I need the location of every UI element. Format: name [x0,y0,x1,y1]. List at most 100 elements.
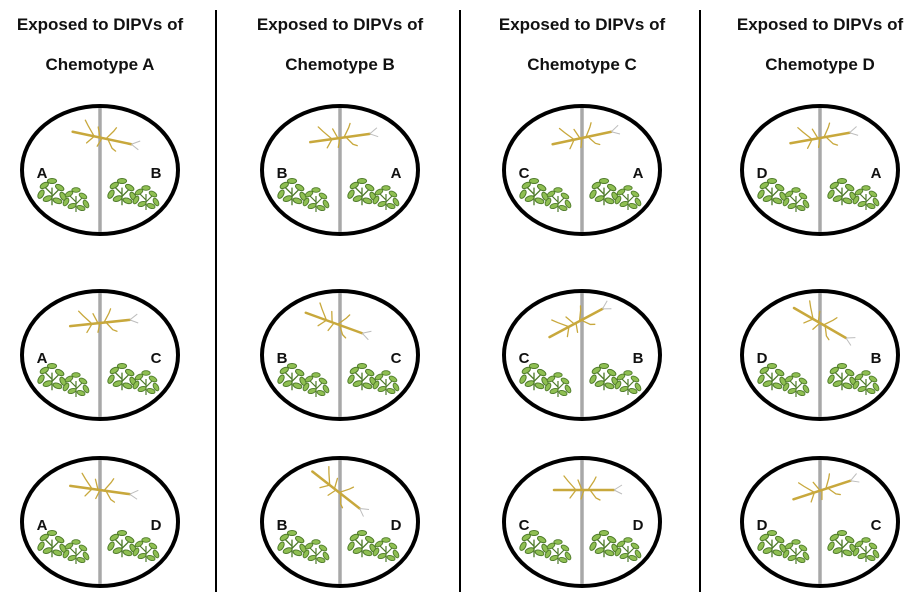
dish-label-right: B [871,350,882,367]
dish-label-right: D [391,517,402,534]
plant-icon [782,187,810,212]
dish-label-right: A [391,165,402,182]
insect-icon [551,122,621,150]
plant-icon [827,362,857,391]
dish-label-right: C [871,517,882,534]
plant-icon [519,177,549,206]
column-title-line2: Chemotype D [765,55,875,74]
insect-icon [309,122,379,149]
plant-icon [827,529,857,558]
dish-label-left: A [37,517,48,534]
plant-icon [544,372,572,397]
plant-icon [347,177,377,206]
dish-label-left: C [519,517,530,534]
plant-icon [757,177,787,206]
plant-icon [302,187,330,212]
dish-label-right: A [633,165,644,182]
plant-icon [37,177,67,206]
plant-icon [614,370,642,395]
plant-icon [107,177,137,206]
insect-icon [69,472,139,503]
column-title-line1: Exposed to DIPVs of [17,15,184,34]
column-title-line1: Exposed to DIPVs of [499,15,666,34]
plant-icon [782,539,810,564]
plant-icon [589,362,619,391]
column-title-line1: Exposed to DIPVs of [737,15,904,34]
insect-icon [311,466,370,517]
plant-icon [277,177,307,206]
plant-icon [62,372,90,397]
dish-label-left: B [277,350,288,367]
insect-icon [304,302,372,341]
plant-icon [347,529,377,558]
insect-icon [792,473,860,503]
column-title-line2: Chemotype B [285,55,395,74]
dish-label-right: D [151,517,162,534]
dish-label-right: C [151,350,162,367]
insect-icon [548,300,612,339]
insect-icon [68,308,139,334]
dish-label-left: B [277,517,288,534]
plant-icon [852,537,880,562]
plant-icon [37,529,67,558]
plant-icon [37,362,67,391]
plant-icon [852,185,880,210]
dish-label-left: D [757,517,768,534]
plant-icon [277,529,307,558]
plant-icon [62,187,90,212]
dish-label-right: C [391,350,402,367]
column-title-line2: Chemotype A [46,55,155,74]
plant-icon [519,362,549,391]
plant-icon [132,370,160,395]
plant-icon [544,187,572,212]
dish-label-right: A [871,165,882,182]
plant-icon [614,537,642,562]
plant-icon [614,185,642,210]
plant-icon [544,539,572,564]
plant-icon [107,529,137,558]
plant-icon [757,362,787,391]
plant-icon [372,370,400,395]
dish-label-left: D [757,165,768,182]
plant-icon [107,362,137,391]
dish-label-right: B [633,350,644,367]
plant-icon [852,370,880,395]
dish-label-left: A [37,165,48,182]
insect-icon [552,475,623,501]
plant-icon [132,185,160,210]
plant-icon [372,537,400,562]
plant-icon [302,539,330,564]
plant-icon [372,185,400,210]
plant-icon [132,537,160,562]
plant-icon [302,372,330,397]
dish-label-left: C [519,165,530,182]
dish-label-left: B [277,165,288,182]
column-title-line2: Chemotype C [527,55,637,74]
plant-icon [782,372,810,397]
dish-label-left: D [757,350,768,367]
insect-icon [789,122,859,149]
column-title-line1: Exposed to DIPVs of [257,15,424,34]
insect-icon [71,119,141,152]
dish-label-left: C [519,350,530,367]
insect-icon [792,300,856,346]
plant-icon [62,539,90,564]
dish-label-left: A [37,350,48,367]
plant-icon [519,529,549,558]
plant-icon [277,362,307,391]
